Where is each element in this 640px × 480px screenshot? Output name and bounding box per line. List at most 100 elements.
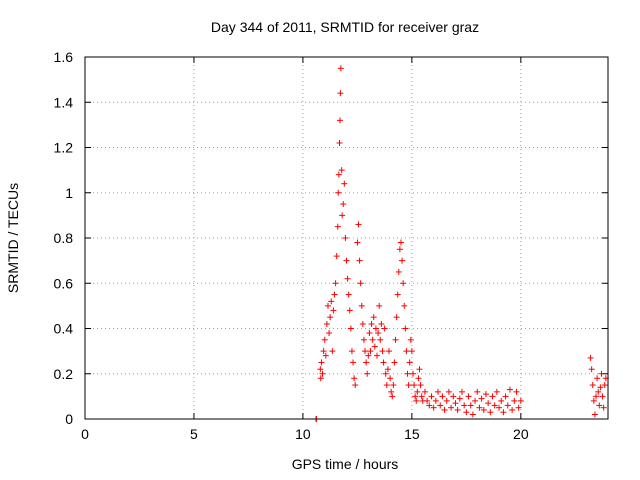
data-point [368,320,375,327]
data-point [355,221,362,228]
y-tick-label: 1 [65,185,73,201]
data-point [439,393,446,400]
data-point [600,404,607,411]
data-point [394,291,401,298]
data-point [469,411,476,418]
data-point [359,320,366,327]
data-point [320,348,327,355]
data-point [452,400,459,407]
data-point [338,167,345,174]
data-point [364,370,371,377]
data-point [418,393,425,400]
data-point [319,370,326,377]
data-point [391,359,398,366]
data-point [590,397,597,404]
data-point [403,348,410,355]
grid-lines [85,57,608,419]
data-point [397,239,404,246]
data-point [372,325,379,332]
data-point [328,298,335,305]
data-point [351,375,358,382]
data-point [593,393,600,400]
data-point [517,397,524,404]
data-point [435,388,442,395]
data-point [396,246,403,253]
data-point [378,320,385,327]
y-tick-label: 0.8 [54,230,74,246]
y-tick-label: 0 [65,411,73,427]
data-points [312,65,609,422]
data-point [333,253,340,260]
data-point [347,325,354,332]
axis-ticks: 0 5 10 15 20 0 0.2 0.4 0.6 0.8 1 1.2 1.4 1.6 [54,49,608,442]
data-point [461,402,468,409]
data-point [406,359,413,366]
data-point [335,189,342,196]
data-point [341,180,348,187]
data-point [432,397,439,404]
data-point [346,307,353,314]
data-point [317,366,324,373]
data-point [478,395,485,402]
data-point [441,406,448,413]
data-point [597,384,604,391]
data-point [375,330,382,337]
data-point [369,336,376,343]
x-tick-label: 15 [404,426,420,442]
data-point [336,117,343,124]
data-point [415,375,422,382]
data-point [337,90,344,97]
data-point [589,382,596,389]
data-point [587,354,594,361]
data-point [482,391,489,398]
data-point [416,366,423,373]
y-tick-label: 1.6 [54,49,74,65]
data-point [385,348,392,355]
data-point [417,382,424,389]
data-point [389,393,396,400]
data-point [377,336,384,343]
data-point [380,359,387,366]
data-point [413,397,420,404]
data-point [332,280,339,287]
data-point [334,223,341,230]
x-tick-label: 20 [513,426,529,442]
data-point [588,366,595,373]
data-point [392,336,399,343]
data-point [428,393,435,400]
data-point [358,302,365,309]
data-point [445,388,452,395]
data-point [489,393,496,400]
data-point [393,314,400,321]
data-point [401,302,408,309]
data-point [322,352,329,359]
data-point [383,382,390,389]
data-point [348,348,355,355]
data-point [424,397,431,404]
data-point [323,320,330,327]
data-point [601,382,608,389]
data-point [511,397,518,404]
data-point [350,359,357,366]
data-point [321,336,328,343]
data-point [596,402,603,409]
data-point [399,257,406,264]
x-tick-label: 0 [81,426,89,442]
data-point [370,314,377,321]
data-point [374,352,381,359]
data-point [421,388,428,395]
data-point [384,366,391,373]
data-point [513,388,520,395]
data-point [395,268,402,275]
data-point [339,212,346,219]
data-point [367,348,374,355]
data-point [388,388,395,395]
data-point [402,325,409,332]
data-point [362,348,369,355]
data-point [502,393,509,400]
y-tick-label: 0.4 [54,321,74,337]
data-point [448,404,455,411]
data-point [498,397,505,404]
y-axis-label: SRMTID / TECUs [5,183,21,293]
